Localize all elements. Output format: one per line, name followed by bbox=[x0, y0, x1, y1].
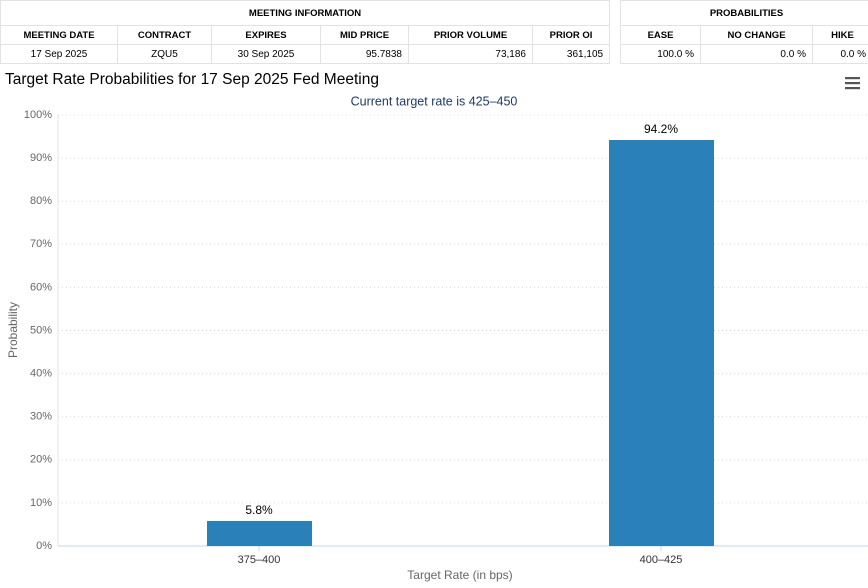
y-tick-label: 90% bbox=[30, 152, 52, 164]
y-tick-label: 30% bbox=[30, 411, 52, 423]
cell: 0.0 % bbox=[811, 44, 868, 64]
chart-title: Target Rate Probabilities for 17 Sep 202… bbox=[5, 71, 379, 88]
cell: 17 Sep 2025 bbox=[0, 44, 118, 64]
table-title: MEETING INFORMATION bbox=[0, 0, 611, 26]
menu-bar bbox=[845, 87, 860, 90]
y-tick-label: 70% bbox=[30, 238, 52, 250]
cell: 361,105 bbox=[531, 44, 611, 64]
cell: 30 Sep 2025 bbox=[211, 44, 321, 64]
chart: Target Rate Probabilities for 17 Sep 202… bbox=[5, 71, 868, 582]
probabilities-table: PROBABILITIES EASE NO CHANGE HIKE 100.0 % 0.0… bbox=[619, 0, 868, 64]
meeting-table: MEETING INFORMATION MEETING DATE CONTRACT E… bbox=[0, 0, 611, 64]
data-row: 17 Sep 2025 ZQU5 30 Sep 2025 95.7838 73,186 3… bbox=[0, 44, 611, 64]
column-header: PRIOR OI bbox=[531, 25, 611, 45]
chart-subtitle: Current target rate is 425–450 bbox=[351, 94, 518, 108]
menu-bar bbox=[845, 77, 860, 80]
column-header: NO CHANGE bbox=[700, 25, 813, 45]
value-label: 94.2% bbox=[644, 122, 678, 136]
data-row: 100.0 % 0.0 % 0.0 % bbox=[620, 44, 868, 64]
bar bbox=[609, 139, 714, 547]
x-tick-label: 400–425 bbox=[640, 554, 683, 566]
y-tick-label: 100% bbox=[24, 109, 52, 121]
cell: ZQU5 bbox=[117, 44, 212, 64]
y-tick-label: 10% bbox=[30, 497, 52, 509]
title-row: PROBABILITIES bbox=[619, 0, 868, 26]
bar bbox=[207, 521, 312, 546]
value-label: 5.8% bbox=[245, 503, 273, 517]
column-header: MEETING DATE bbox=[0, 25, 118, 45]
cell: 95.7838 bbox=[320, 44, 409, 64]
column-header: PRIOR VOLUME bbox=[408, 25, 533, 45]
y-axis-title: Probability bbox=[6, 302, 20, 358]
y-tick-label: 80% bbox=[30, 195, 52, 207]
cell: 100.0 % bbox=[620, 44, 701, 64]
header-row: MEETING DATE CONTRACT EXPIRES MID PRICE PRIO… bbox=[0, 25, 611, 45]
table-title: PROBABILITIES bbox=[619, 0, 868, 26]
y-tick-label: 0% bbox=[36, 540, 52, 552]
x-tick-label: 375–400 bbox=[238, 554, 281, 566]
column-header: HIKE bbox=[811, 25, 868, 45]
column-header: CONTRACT bbox=[117, 25, 212, 45]
menu-button[interactable] bbox=[845, 77, 860, 90]
y-tick-label: 40% bbox=[30, 368, 52, 380]
y-tick-label: 20% bbox=[30, 454, 52, 466]
title-row: MEETING INFORMATION bbox=[0, 0, 611, 26]
column-header: MID PRICE bbox=[320, 25, 409, 45]
column-header: EASE bbox=[620, 25, 701, 45]
y-tick-label: 50% bbox=[30, 324, 52, 336]
x-axis-title: Target Rate (in bps) bbox=[407, 568, 512, 582]
header-row: EASE NO CHANGE HIKE bbox=[620, 25, 868, 45]
cell: 73,186 bbox=[408, 44, 533, 64]
column-header: EXPIRES bbox=[211, 25, 321, 45]
menu-bar bbox=[845, 82, 860, 85]
y-tick-label: 60% bbox=[30, 281, 52, 293]
cell: 0.0 % bbox=[700, 44, 813, 64]
